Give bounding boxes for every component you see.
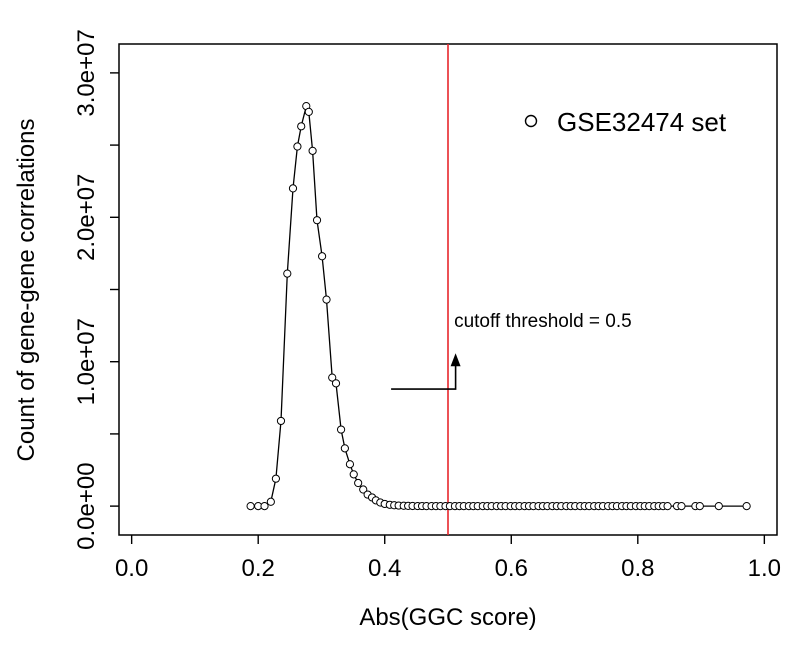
- annotations: cutoff threshold = 0.5: [391, 311, 632, 390]
- x-tick-label: 0.8: [621, 555, 654, 582]
- data-point: [312, 216, 322, 225]
- data-point: [328, 373, 337, 382]
- data-point: [297, 122, 306, 131]
- x-tick-label: 0.6: [495, 555, 528, 582]
- data-point: [304, 107, 313, 116]
- data-point: [266, 497, 275, 506]
- data-point: [308, 146, 317, 155]
- series-layer: [246, 101, 751, 511]
- x-tick-label: 0.2: [242, 555, 275, 582]
- annotation-arrow-head: [450, 353, 461, 367]
- y-tick-label: 2.0e+07: [73, 174, 100, 261]
- y-axis-label: Count of gene-gene correlations: [13, 119, 40, 462]
- data-point: [317, 252, 327, 261]
- data-point: [359, 485, 368, 494]
- data-point: [349, 470, 358, 479]
- legend-label: GSE32474 set: [557, 107, 727, 137]
- data-point: [345, 460, 355, 469]
- annotation-text: cutoff threshold = 0.5: [454, 311, 632, 332]
- data-point: [714, 502, 723, 511]
- x-tick-label: 0.0: [115, 555, 148, 582]
- x-axis: 0.0 0.2 0.4 0.6 0.8 1.0: [115, 535, 781, 582]
- data-point: [695, 502, 704, 511]
- y-tick-label: 0.0e+00: [73, 462, 100, 549]
- x-tick-label: 1.0: [748, 555, 781, 582]
- legend-marker: [524, 114, 538, 128]
- data-point: [293, 142, 302, 151]
- y-axis: 0.0e+00 1.0e+07 2.0e+07 3.0e+07: [73, 29, 119, 550]
- data-point: [663, 502, 672, 511]
- annotation-arrow-line: [391, 360, 457, 390]
- data-point: [331, 379, 341, 388]
- data-point: [283, 269, 292, 278]
- data-point: [276, 416, 286, 426]
- data-point: [260, 502, 269, 511]
- data-point: [271, 474, 281, 483]
- series-line: [250, 104, 747, 507]
- data-point: [340, 444, 349, 453]
- data-point: [288, 184, 298, 193]
- data-point: [336, 425, 346, 434]
- x-axis-label: Abs(GGC score): [359, 604, 536, 631]
- data-point: [677, 502, 686, 511]
- data-point: [246, 502, 255, 511]
- x-tick-label: 0.4: [368, 555, 401, 582]
- legend: GSE32474 set: [524, 107, 727, 137]
- data-point: [354, 478, 363, 488]
- data-point: [742, 502, 751, 511]
- y-tick-label: 1.0e+07: [73, 318, 100, 405]
- data-point: [322, 295, 331, 304]
- y-tick-label: 3.0e+07: [73, 29, 100, 116]
